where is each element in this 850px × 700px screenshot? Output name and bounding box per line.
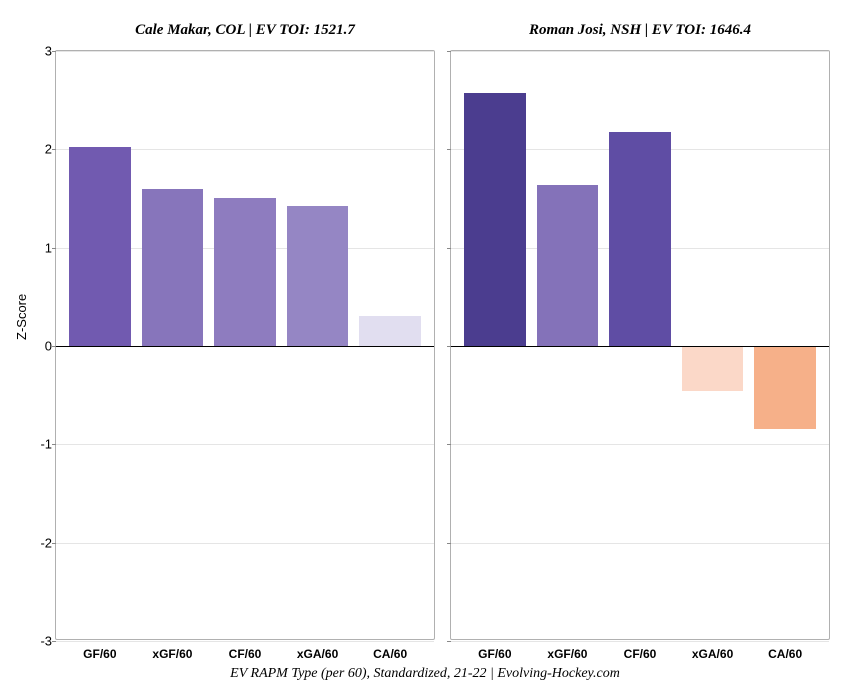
y-tick-mark: [447, 149, 451, 150]
grid-line: [56, 641, 434, 642]
bar: [682, 346, 744, 391]
x-tick-label: xGA/60: [692, 647, 733, 661]
bar: [464, 93, 526, 346]
panels-row: Cale Makar, COL | EV TOI: 1521.7 -3-2-10…: [55, 20, 830, 640]
y-axis-label: Z-Score: [14, 294, 29, 340]
chart-container: Z-Score Cale Makar, COL | EV TOI: 1521.7…: [0, 0, 850, 700]
x-tick-label: CF/60: [229, 647, 262, 661]
y-tick-label: -1: [28, 437, 52, 452]
x-tick-label: GF/60: [83, 647, 116, 661]
bar: [287, 206, 349, 346]
y-tick-mark: [447, 444, 451, 445]
y-tick-mark: [52, 543, 56, 544]
y-tick-mark: [447, 641, 451, 642]
grid-line: [56, 51, 434, 52]
y-tick-label: 1: [28, 240, 52, 255]
bar: [754, 346, 816, 429]
y-tick-mark: [52, 149, 56, 150]
y-tick-label: 2: [28, 142, 52, 157]
y-tick-label: -3: [28, 634, 52, 649]
grid-line: [451, 641, 829, 642]
bar: [214, 198, 276, 346]
y-tick-mark: [447, 51, 451, 52]
x-tick-label: xGA/60: [297, 647, 338, 661]
x-tick-label: CA/60: [373, 647, 407, 661]
panel-right: Roman Josi, NSH | EV TOI: 1646.4 GF/60xG…: [450, 20, 830, 640]
y-tick-mark: [447, 248, 451, 249]
grid-line: [56, 543, 434, 544]
bar: [609, 132, 671, 346]
zero-line: [451, 346, 829, 347]
x-tick-label: CA/60: [768, 647, 802, 661]
x-tick-label: xGF/60: [547, 647, 587, 661]
grid-line: [451, 51, 829, 52]
x-tick-label: xGF/60: [152, 647, 192, 661]
panel-title-left: Cale Makar, COL | EV TOI: 1521.7: [55, 20, 435, 50]
bar: [537, 185, 599, 346]
panel-title-right: Roman Josi, NSH | EV TOI: 1646.4: [450, 20, 830, 50]
x-tick-label: GF/60: [478, 647, 511, 661]
y-tick-label: -2: [28, 535, 52, 550]
grid-line: [451, 444, 829, 445]
y-tick-mark: [52, 248, 56, 249]
y-tick-mark: [52, 444, 56, 445]
footer-caption: EV RAPM Type (per 60), Standardized, 21-…: [0, 666, 850, 682]
y-tick-label: 3: [28, 44, 52, 59]
bar: [69, 147, 131, 346]
grid-line: [56, 444, 434, 445]
panel-left: Cale Makar, COL | EV TOI: 1521.7 -3-2-10…: [55, 20, 435, 640]
grid-line: [451, 543, 829, 544]
plot-area-right: GF/60xGF/60CF/60xGA/60CA/60: [450, 50, 830, 640]
bar: [359, 316, 421, 346]
y-tick-mark: [447, 543, 451, 544]
y-tick-label: 0: [28, 339, 52, 354]
plot-area-left: -3-2-10123GF/60xGF/60CF/60xGA/60CA/60: [55, 50, 435, 640]
y-tick-mark: [52, 641, 56, 642]
y-tick-mark: [52, 51, 56, 52]
x-tick-label: CF/60: [624, 647, 657, 661]
bar: [142, 189, 204, 346]
zero-line: [56, 346, 434, 347]
